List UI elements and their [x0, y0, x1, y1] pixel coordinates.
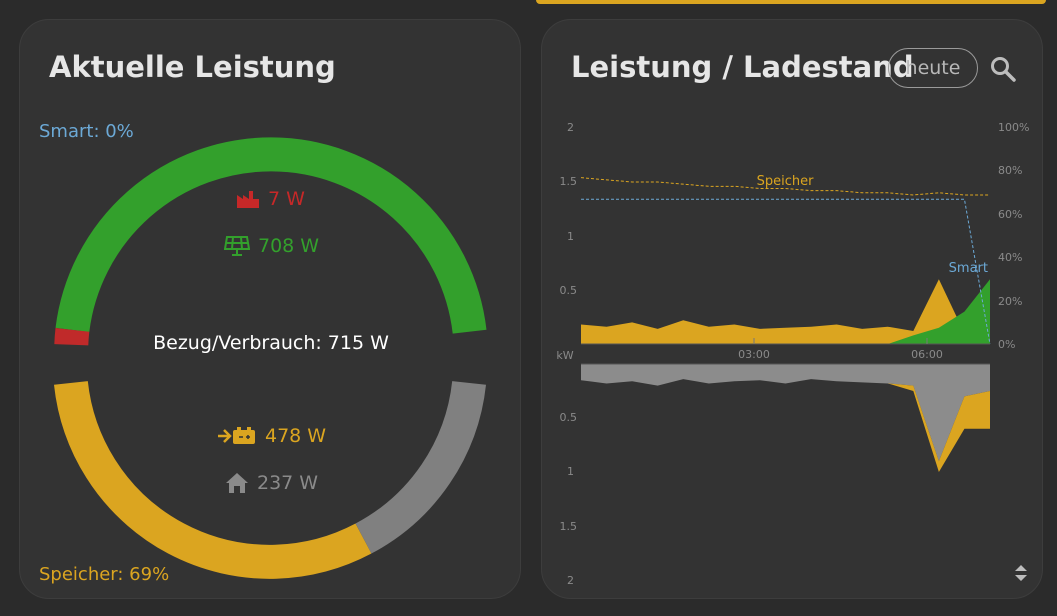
sort-icon[interactable]	[1014, 563, 1028, 583]
line-smart-percent	[581, 198, 991, 345]
current-power-card: Aktuelle Leistung Smart: 0% Speicher: 69…	[19, 19, 521, 599]
gauge-grid-arc	[54, 328, 90, 346]
solar-stat: 708 W	[224, 235, 319, 257]
y2-tick: 60%	[998, 208, 1022, 221]
grid-stat: 7 W	[236, 188, 305, 210]
y-tick: 1	[567, 465, 574, 478]
range-button[interactable]: heute	[888, 48, 978, 88]
power-chart: 2 1.5 1 0.5 kW 100% 80% 60% 40% 20% 0% S…	[556, 121, 1029, 587]
gauge-battery-arc	[53, 380, 372, 579]
series-label-smart: Smart	[949, 261, 988, 276]
lower-areas	[581, 363, 990, 472]
percent-lines	[580, 177, 991, 345]
solar-panel-icon	[224, 236, 250, 256]
x-tick-label: 06:00	[911, 348, 943, 361]
battery-stat: 478 W	[217, 425, 326, 447]
area-solar	[581, 279, 990, 344]
unit-label: kW	[556, 349, 573, 362]
y2-tick: 0%	[998, 338, 1015, 351]
y2-tick: 40%	[998, 251, 1022, 264]
area-battery-charge	[581, 279, 990, 344]
solar-value: 708 W	[258, 235, 320, 257]
gauge-solar-arc	[55, 137, 487, 334]
line-storage-percent	[580, 177, 990, 196]
battery-charge-icon	[218, 427, 255, 444]
y-tick: 0.5	[560, 411, 578, 424]
grid-value: 7 W	[268, 188, 305, 210]
upper-areas	[581, 279, 990, 344]
power-charge-card: Leistung / Ladestand heute 2 1.5 1 0.5 k…	[541, 19, 1043, 599]
y-tick: 0.5	[560, 284, 578, 297]
y2-tick: 20%	[998, 295, 1022, 308]
x-tick-label: 03:00	[738, 348, 770, 361]
y-tick: 2	[567, 121, 574, 134]
gauge-house-arc	[355, 380, 487, 554]
house-icon	[226, 473, 248, 493]
top-accent-bar	[536, 0, 1046, 4]
smart-label: Smart: 0%	[39, 121, 134, 142]
y-tick: 1	[567, 230, 574, 243]
power-gauge	[53, 137, 487, 579]
consumption-label: Bezug/Verbrauch: 715 W	[153, 332, 389, 354]
storage-label: Speicher: 69%	[39, 564, 170, 585]
y-tick: 1.5	[560, 520, 578, 533]
search-icon[interactable]	[990, 56, 1016, 82]
card-title: Aktuelle Leistung	[49, 50, 336, 84]
card-title: Leistung / Ladestand	[571, 50, 914, 84]
y-tick: 2	[567, 574, 574, 587]
y2-tick: 80%	[998, 164, 1022, 177]
series-label-storage: Speicher	[757, 174, 814, 189]
battery-value: 478 W	[265, 425, 327, 447]
house-stat: 237 W	[225, 472, 318, 494]
house-value: 237 W	[257, 472, 319, 494]
y2-tick: 100%	[998, 121, 1029, 134]
area-house	[581, 364, 990, 462]
y-tick: 1.5	[560, 175, 578, 188]
factory-icon	[237, 191, 259, 208]
